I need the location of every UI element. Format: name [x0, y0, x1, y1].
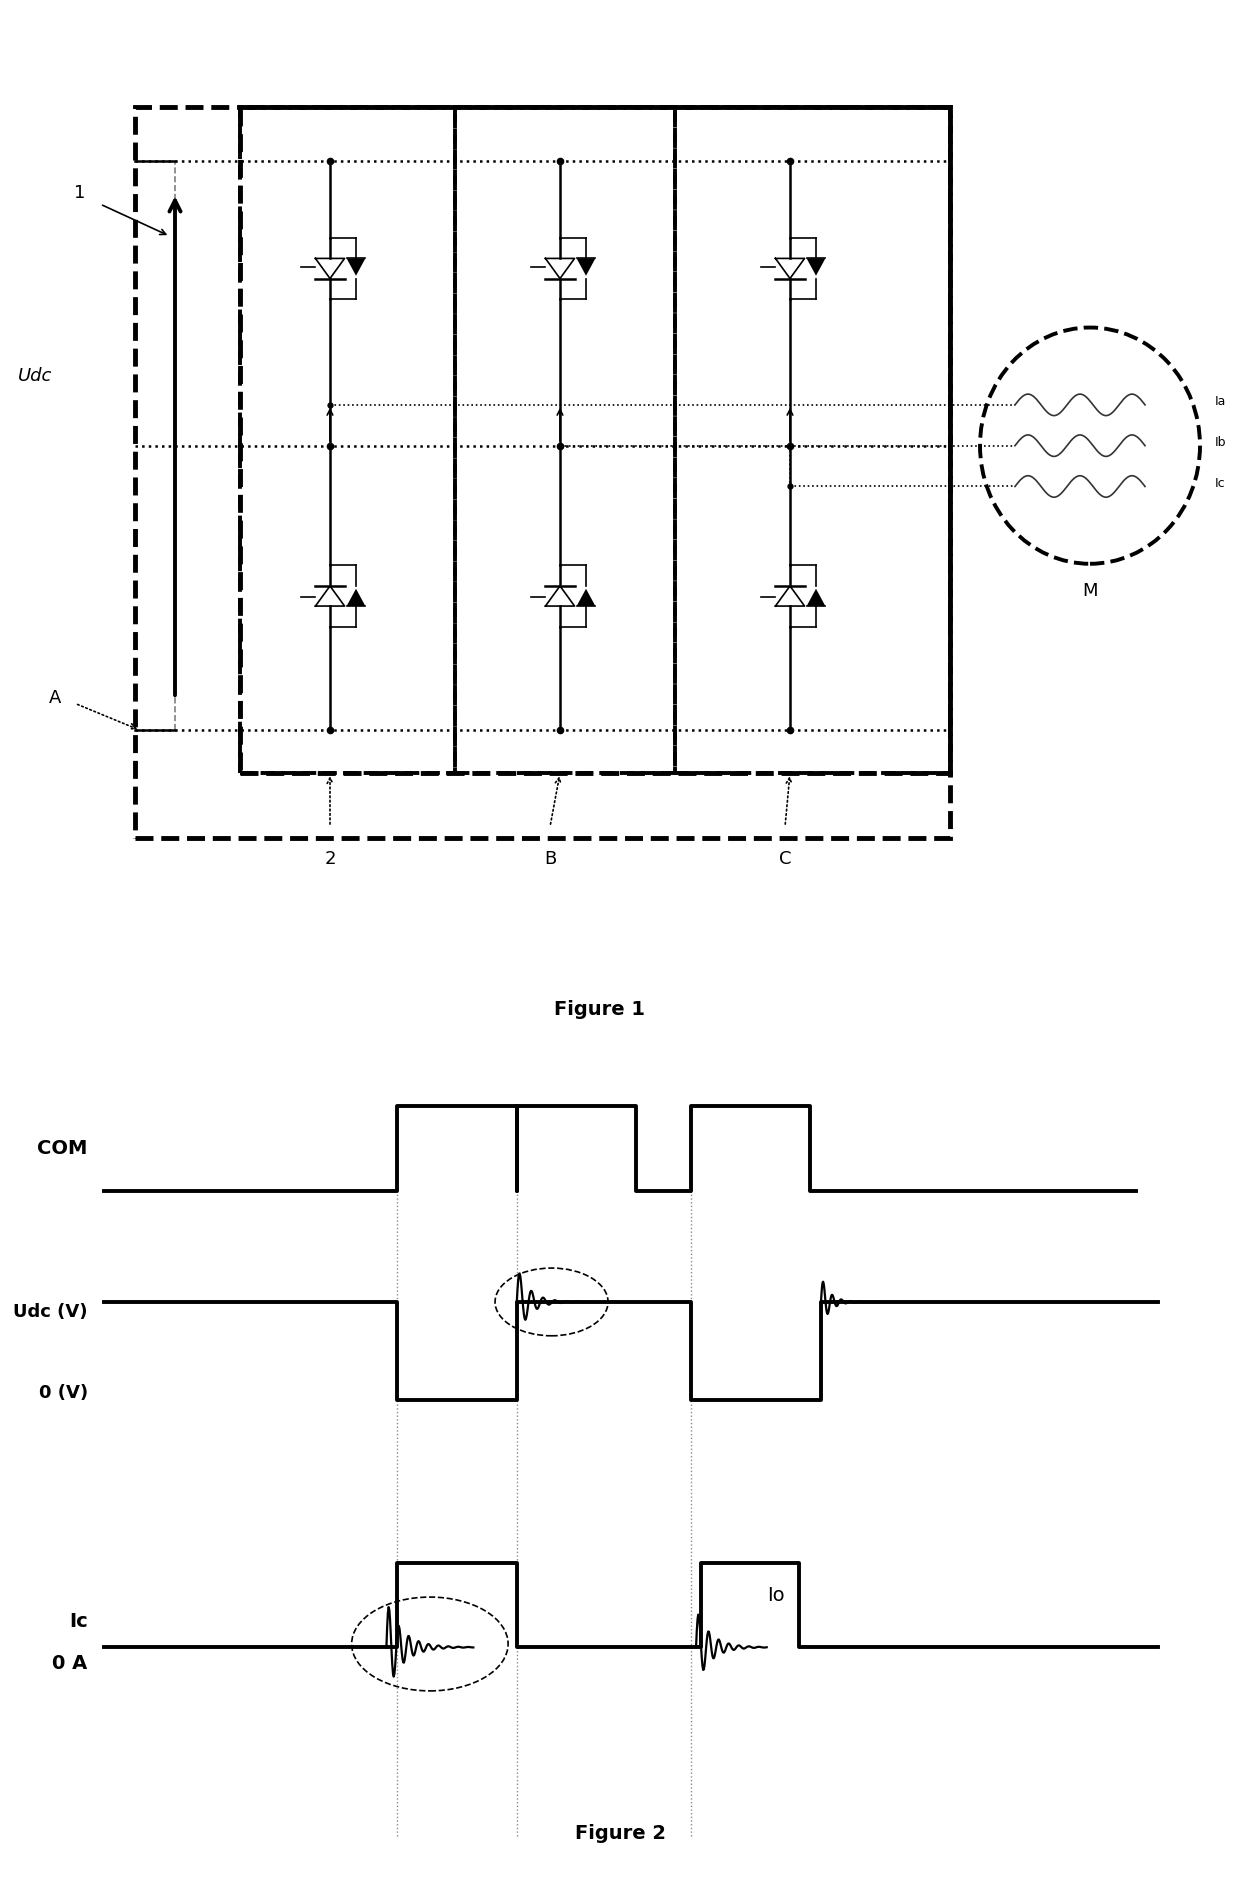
Text: Ic: Ic [69, 1613, 88, 1632]
Text: C: C [779, 850, 791, 869]
Bar [675, 107, 950, 772]
Text: Udc: Udc [17, 367, 52, 384]
Text: COM: COM [37, 1140, 88, 1159]
Text: Ib: Ib [1215, 435, 1226, 448]
Text: 0 (V): 0 (V) [38, 1385, 88, 1402]
Bar [455, 107, 675, 772]
Text: Ia: Ia [1215, 396, 1226, 409]
Bar [135, 107, 950, 838]
Text: 0 A: 0 A [52, 1654, 88, 1673]
Text: 2: 2 [324, 850, 336, 869]
Text: Ic: Ic [1215, 477, 1225, 490]
Text: Figure 1: Figure 1 [554, 1000, 646, 1019]
Text: B: B [544, 850, 556, 869]
Text: Udc (V): Udc (V) [14, 1302, 88, 1321]
Polygon shape [347, 258, 366, 275]
Polygon shape [807, 588, 826, 607]
Text: Figure 2: Figure 2 [574, 1824, 666, 1843]
Text: A: A [48, 690, 61, 706]
Polygon shape [577, 588, 595, 607]
Text: M: M [1083, 582, 1097, 599]
Bar [241, 107, 455, 772]
Text: Io: Io [766, 1586, 784, 1605]
Bar [241, 107, 950, 772]
Text: 1: 1 [74, 185, 86, 202]
Polygon shape [347, 588, 366, 607]
Polygon shape [577, 258, 595, 275]
Polygon shape [807, 258, 826, 275]
